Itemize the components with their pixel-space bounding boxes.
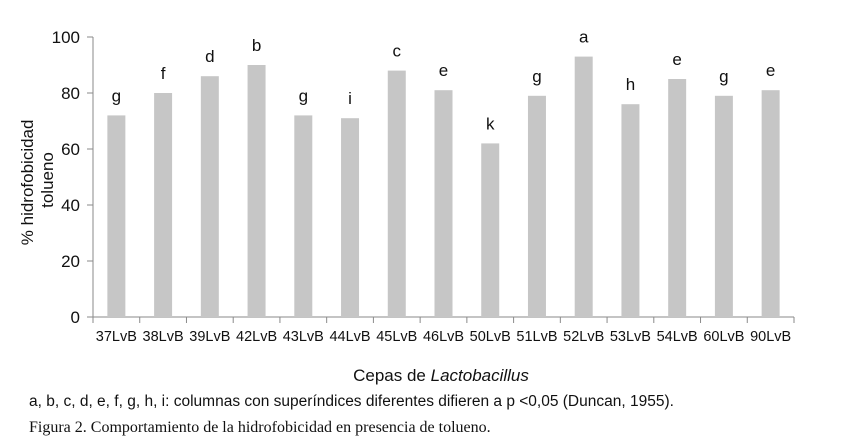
bar-letter-labels: g f d b g i c e k g a h e g e (112, 28, 776, 134)
bar-39LvB (200, 76, 219, 317)
bar-label-53LvB: h (626, 75, 635, 94)
x-tick-label-45LvB: 45LvB (376, 329, 417, 345)
bar-label-54LvB: e (672, 50, 681, 69)
y-tick-label: 80 (61, 84, 80, 103)
x-tick-label-39LvB: 39LvB (189, 329, 230, 345)
y-tick-label: 20 (61, 252, 80, 271)
bar-label-38LvB: f (161, 64, 166, 83)
svg-text:% hidrofobicidad tolueno: % hidrofobicidad tolueno (18, 115, 57, 245)
y-tick-label: 0 (71, 308, 80, 327)
y-axis-title: % hidrofobicidad tolueno (18, 115, 57, 246)
x-axis-title-italic: Lactobacillus (431, 366, 530, 385)
bar-label-60LvB: g (719, 67, 728, 86)
x-tick-label-52LvB: 52LvB (563, 329, 604, 345)
bar-37LvB (107, 115, 126, 318)
bar-label-43LvB: g (299, 86, 308, 105)
x-axis-title: Cepas de Lactobacillus (353, 366, 529, 385)
y-tick-label: 60 (61, 140, 80, 159)
y-axis-title-line-2: tolueno (38, 152, 57, 208)
y-tick-label: 40 (61, 196, 80, 215)
bar-51LvB (527, 95, 546, 317)
x-tick-label-46LvB: 46LvB (423, 329, 464, 345)
bar-label-39LvB: d (205, 47, 214, 66)
x-tick-label-43LvB: 43LvB (283, 329, 324, 345)
x-tick-label-44LvB: 44LvB (329, 329, 370, 345)
x-axis-title-prefix: Cepas de (353, 366, 431, 385)
bar-60LvB (714, 95, 733, 317)
x-tick-labels: 37LvB 38LvB 39LvB 42LvB 43LvB 44LvB 45LvB 46LvB… (96, 329, 791, 345)
bar-54LvB (668, 79, 687, 317)
bar-label-42LvB: b (252, 36, 261, 55)
bar-38LvB (154, 93, 173, 317)
bar-44LvB (341, 118, 360, 317)
bars (107, 56, 780, 318)
bar-90LvB (761, 90, 780, 317)
bar-50LvB (481, 143, 500, 317)
x-tick-label-51LvB: 51LvB (516, 329, 557, 345)
bar-label-51LvB: g (532, 67, 541, 86)
x-tick-label-53LvB: 53LvB (610, 329, 651, 345)
bar-46LvB (434, 90, 453, 317)
x-tick-label-42LvB: 42LvB (236, 329, 277, 345)
bar-45LvB (387, 70, 406, 317)
x-tick-label-50LvB: 50LvB (470, 329, 511, 345)
x-tick-label-54LvB: 54LvB (657, 329, 698, 345)
bar-53LvB (621, 104, 640, 317)
y-tick-label: 100 (52, 28, 80, 47)
figure-caption: Figura 2. Comportamiento de la hidrofobi… (29, 419, 491, 436)
bar-label-52LvB: a (579, 28, 589, 47)
bar-label-37LvB: g (112, 86, 121, 105)
bar-52LvB (574, 56, 593, 317)
x-tick-label-38LvB: 38LvB (143, 329, 184, 345)
bar-label-44LvB: i (348, 89, 352, 108)
bar-43LvB (294, 115, 313, 318)
bar-label-45LvB: c (393, 42, 402, 61)
bar-label-50LvB: k (486, 114, 495, 133)
x-tick-label-90LvB: 90LvB (750, 329, 791, 345)
x-tick-label-60LvB: 60LvB (703, 329, 744, 345)
bar-label-46LvB: e (439, 61, 448, 80)
significance-note: a, b, c, d, e, f, g, h, i: columnas con … (29, 393, 674, 410)
y-axis-title-line-1: % hidrofobicidad (18, 120, 37, 246)
bar-42LvB (247, 65, 266, 317)
bar-label-90LvB: e (766, 61, 775, 80)
x-tick-label-37LvB: 37LvB (96, 329, 137, 345)
